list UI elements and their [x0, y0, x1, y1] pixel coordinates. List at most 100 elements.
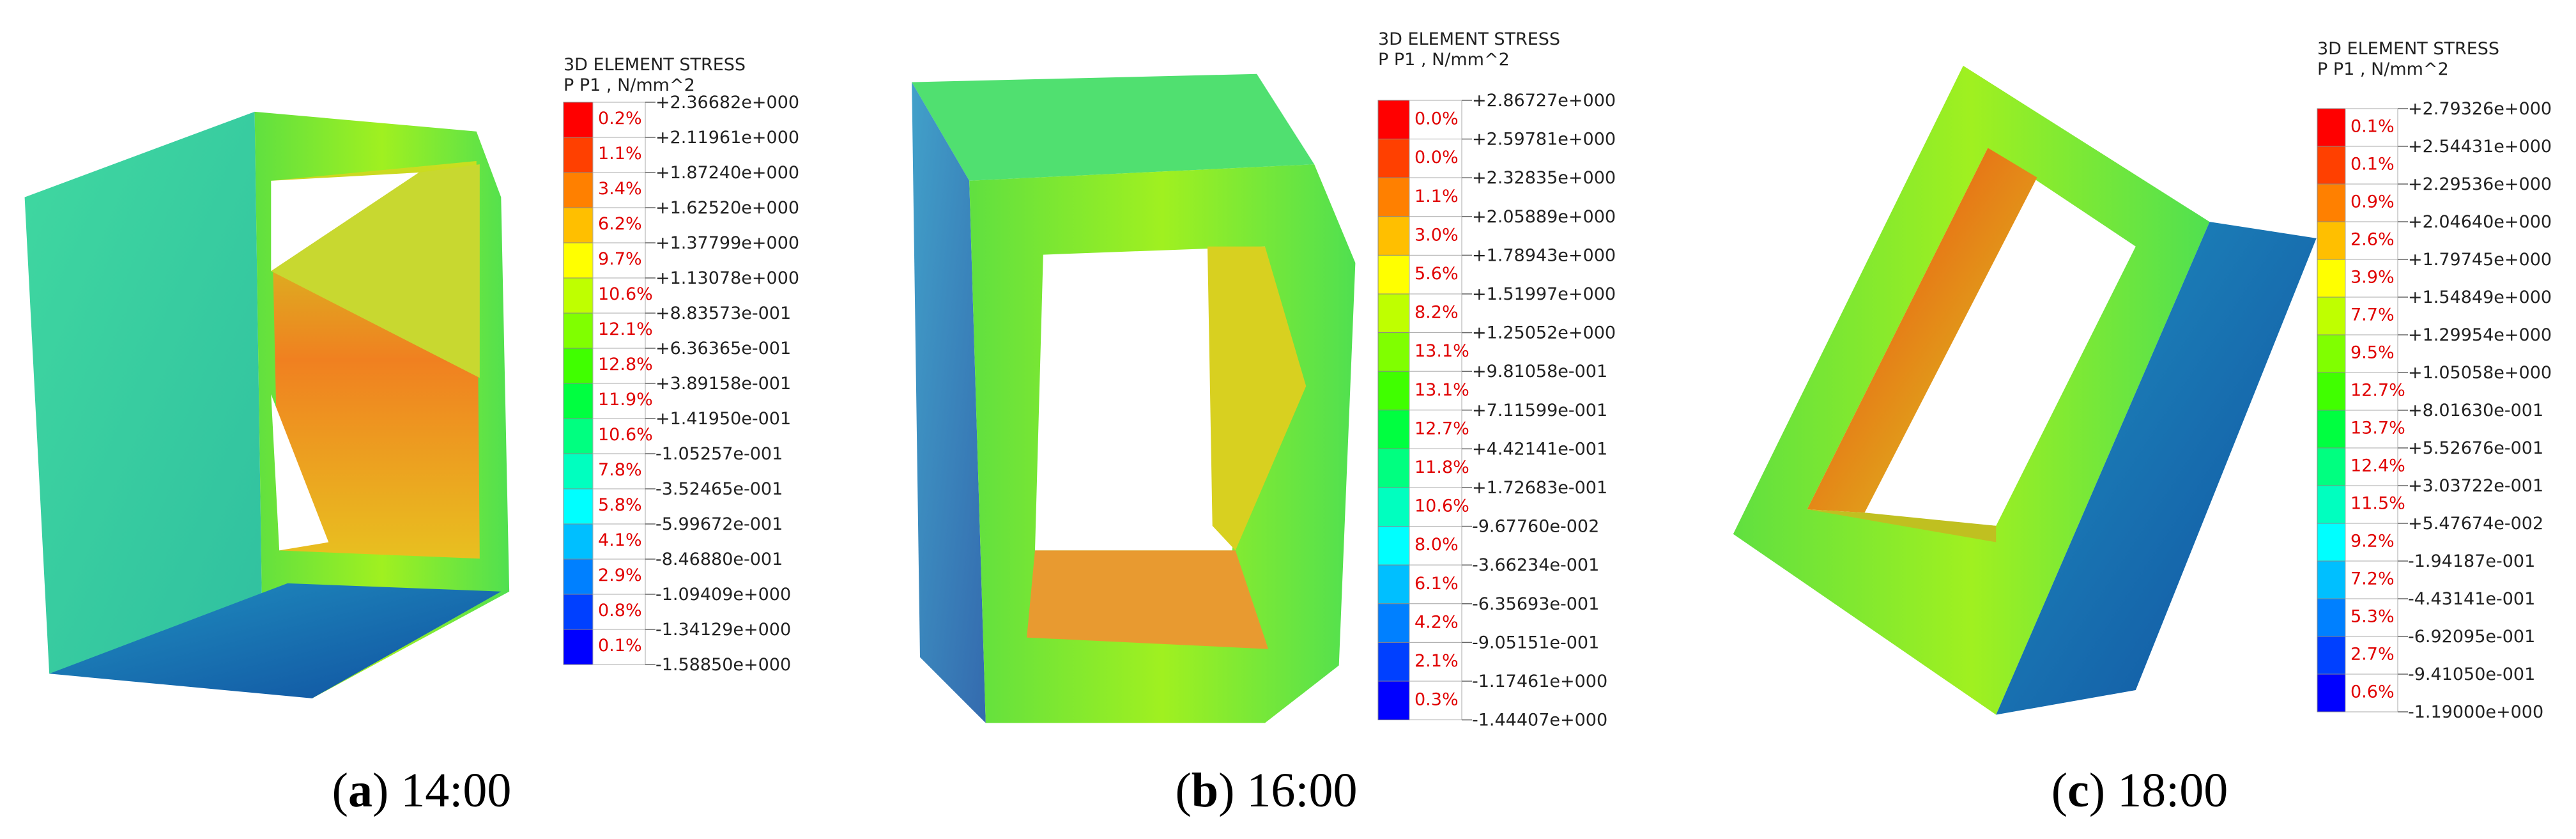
level-label: +1.25052e+000 — [1472, 323, 1616, 343]
band-percent: 11.8% — [1414, 458, 1469, 477]
legend-band — [563, 242, 594, 279]
band-percent: 3.9% — [2350, 268, 2395, 288]
percent-box — [2345, 598, 2398, 637]
percent-box — [592, 348, 646, 384]
band-percent: 2.7% — [2350, 645, 2395, 665]
legend-band — [563, 277, 594, 314]
band-percent: 0.0% — [1414, 148, 1459, 167]
level-label: +1.05058e+000 — [2408, 363, 2552, 383]
model-a — [24, 111, 510, 698]
percent-box — [2345, 447, 2398, 486]
band-percent: 8.2% — [1414, 303, 1459, 323]
legend-band — [1377, 603, 1410, 643]
percent-box — [2345, 410, 2398, 449]
percent-box — [1409, 681, 1462, 721]
level-label: +2.59781e+000 — [1472, 130, 1616, 150]
band-percent: 0.3% — [1414, 690, 1459, 710]
band-percent: 0.2% — [598, 109, 642, 128]
percent-box — [2345, 259, 2398, 298]
caption: (c) 18:00 — [2051, 764, 2228, 817]
legend-band — [563, 629, 594, 665]
legend-band — [563, 383, 594, 419]
band-percent: 13.7% — [2350, 419, 2405, 438]
band-percent: 10.6% — [1414, 496, 1469, 516]
legend-band — [2317, 485, 2346, 524]
percent-box — [2345, 485, 2398, 524]
band-percent: 10.6% — [598, 284, 653, 304]
caption-prefix: ( — [2051, 764, 2067, 817]
level-label: +2.04640e+000 — [2408, 212, 2552, 232]
legend-band — [2317, 447, 2346, 486]
band-percent: 1.1% — [1414, 187, 1459, 206]
legend-band — [563, 172, 594, 208]
level-label: +1.41950e-001 — [656, 409, 791, 429]
level-label: +1.54849e+000 — [2408, 288, 2552, 307]
level-label: +1.29954e+000 — [2408, 325, 2552, 345]
band-percent: 0.6% — [2350, 682, 2395, 702]
band-percent: 5.6% — [1414, 264, 1459, 284]
band-percent: 12.8% — [598, 355, 653, 374]
level-label: -3.52465e-001 — [656, 479, 783, 499]
level-label: +1.51997e+000 — [1472, 284, 1616, 304]
band-percent: 1.1% — [598, 144, 642, 164]
percent-box — [2345, 296, 2398, 335]
percent-box — [1409, 371, 1462, 411]
legend-band — [2317, 598, 2346, 637]
level-label: -1.34129e+000 — [656, 620, 791, 640]
level-label: -4.43141e-001 — [2408, 589, 2535, 609]
legend-subtitle: P P1 , N/mm^2 — [564, 75, 695, 95]
percent-box — [592, 172, 646, 208]
percent-box — [592, 102, 646, 138]
percent-box — [592, 137, 646, 173]
level-label: +2.79326e+000 — [2408, 99, 2552, 119]
level-label: +2.86727e+000 — [1472, 91, 1616, 111]
legend-band — [2317, 183, 2346, 222]
caption-suffix: ) 16:00 — [1218, 764, 1357, 817]
band-percent: 3.0% — [1414, 225, 1459, 245]
legend-band — [1377, 293, 1410, 334]
caption-suffix: ) 18:00 — [2089, 764, 2228, 817]
model-c — [1733, 65, 2317, 715]
percent-box — [592, 629, 646, 665]
caption: (b) 16:00 — [1175, 764, 1357, 817]
legend-band — [2317, 296, 2346, 335]
level-label: -3.66234e-001 — [1472, 555, 1599, 575]
band-percent: 9.5% — [2350, 343, 2395, 363]
percent-box — [592, 383, 646, 419]
legend-band — [1377, 410, 1410, 449]
percent-box — [1409, 216, 1462, 256]
band-percent: 5.3% — [2350, 607, 2395, 627]
legend-band — [1377, 371, 1410, 411]
level-label: -8.46880e-001 — [656, 550, 783, 569]
level-label: +1.79745e+000 — [2408, 250, 2552, 270]
level-label: +3.03722e-001 — [2408, 476, 2543, 496]
level-label: -1.09409e+000 — [656, 585, 791, 604]
band-percent: 5.8% — [598, 495, 642, 515]
level-label: -9.41050e-001 — [2408, 665, 2535, 684]
level-label: +5.52676e-001 — [2408, 438, 2543, 458]
percent-box — [592, 418, 646, 454]
percent-box — [2345, 334, 2398, 373]
legend-band — [2317, 108, 2346, 147]
band-percent: 10.6% — [598, 425, 653, 445]
models — [24, 65, 2317, 723]
caption-letter: a — [348, 764, 372, 817]
percent-box — [2345, 183, 2398, 222]
legend-band — [1377, 139, 1410, 178]
percent-box — [1409, 487, 1462, 527]
legend-band — [2317, 146, 2346, 185]
legend-band — [563, 558, 594, 595]
percent-box — [2345, 221, 2398, 260]
percent-box — [2345, 560, 2398, 599]
level-label: +7.11599e-001 — [1472, 401, 1607, 420]
percent-box — [592, 523, 646, 560]
legend-band — [2317, 334, 2346, 373]
band-percent: 7.8% — [598, 460, 642, 480]
level-label: +2.32835e+000 — [1472, 168, 1616, 188]
legend-band — [563, 488, 594, 525]
model-b — [912, 73, 1356, 723]
legend-band — [563, 523, 594, 560]
legend-band — [1377, 332, 1410, 372]
